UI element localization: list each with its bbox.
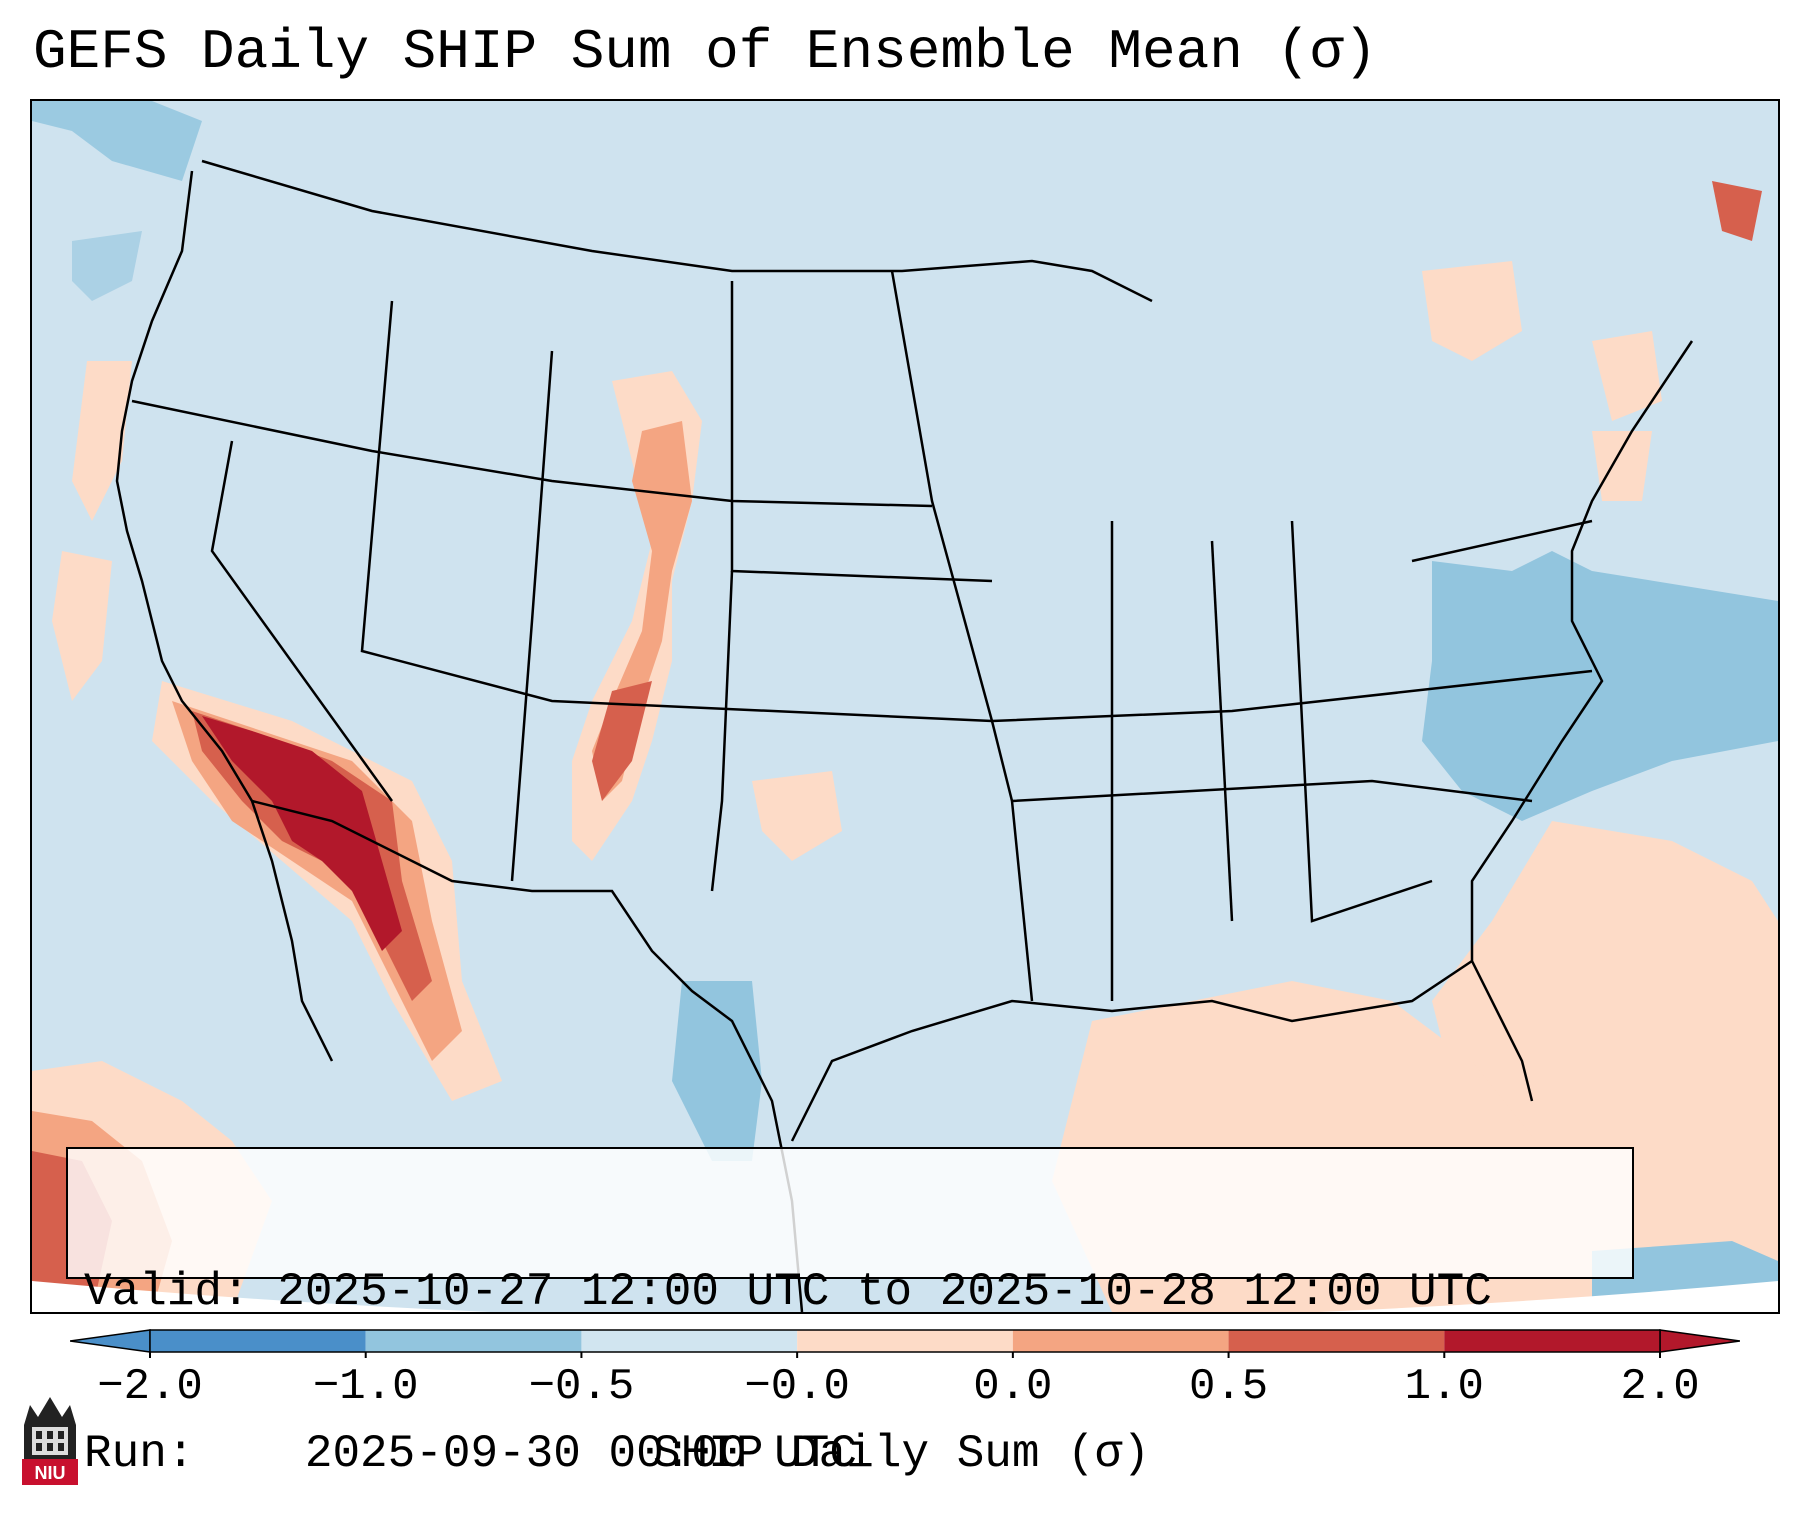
colorbar-tick-label: 1.0	[1404, 1362, 1484, 1412]
colorbar-tick-label: −1.0	[312, 1362, 419, 1412]
colorbar-bin	[797, 1330, 1013, 1352]
anomaly-blob	[32, 101, 202, 181]
colorbar-bin	[1012, 1330, 1229, 1352]
colorbar-tick-label: −0.5	[528, 1362, 635, 1412]
anomaly-blob	[672, 981, 762, 1161]
colorbar-tick-label: −2.0	[97, 1362, 203, 1412]
anomaly-blob	[752, 771, 842, 861]
colorbar-tick-label: −0.0	[744, 1362, 850, 1412]
anomaly-blob	[1432, 821, 1778, 1312]
colorbar	[70, 1329, 1740, 1358]
border-line	[131, 399, 933, 508]
anomaly-blob	[192, 711, 432, 1001]
colorbar-label: SHIP Daily Sum (σ)	[653, 1428, 1150, 1480]
border-line	[1290, 520, 1433, 923]
colorbar-bin	[1228, 1330, 1445, 1352]
border-line	[201, 159, 1153, 303]
anomaly-blob	[1592, 431, 1652, 501]
run-label: Run:	[84, 1428, 195, 1480]
projection-edge	[32, 1281, 1778, 1312]
coastline	[1470, 340, 1694, 1102]
anomaly-blob	[1712, 181, 1762, 241]
border-line	[1011, 779, 1533, 803]
colorbar-bin	[365, 1330, 582, 1352]
anomaly-blob	[202, 716, 402, 951]
border-line	[710, 570, 734, 892]
border-line	[991, 669, 1593, 723]
border-line	[890, 270, 1034, 1002]
map-panel	[30, 99, 1780, 1314]
border-line	[360, 300, 993, 723]
colorbar-extend-high	[1659, 1329, 1740, 1353]
coastline	[790, 959, 1473, 1142]
run-value: 2025-09-30 00:00 UTC	[304, 1428, 857, 1480]
anomaly-blob	[592, 681, 652, 801]
anomaly-blob	[52, 551, 112, 701]
border-line	[210, 440, 394, 802]
colorbar-bin	[1444, 1330, 1660, 1352]
anomaly-field	[32, 101, 1778, 1312]
border-line	[730, 281, 993, 583]
border-line	[1411, 519, 1593, 563]
valid-run-info-box: Valid: 2025-10-27 12:00 UTC to 2025-10-2…	[66, 1147, 1634, 1480]
border-line	[510, 350, 554, 882]
colorbar-bin	[581, 1330, 798, 1352]
niu-building-logo: NIU	[22, 1397, 78, 1485]
anomaly-blob	[72, 231, 142, 301]
border-line	[1210, 540, 1234, 922]
border-line	[251, 799, 804, 1312]
colorbar-bin	[150, 1330, 366, 1352]
state-borders	[115, 159, 1694, 1312]
colorbar-tick-label: 2.0	[1620, 1362, 1700, 1412]
colorbar-tick-label: 0.0	[973, 1362, 1053, 1412]
colorbar-tick-label: 0.5	[1188, 1362, 1269, 1412]
colorbar-outline	[149, 1329, 1661, 1353]
map-title: GEFS Daily SHIP Sum of Ensemble Mean (σ)	[33, 20, 1378, 84]
valid-value: 2025-10-27 12:00 UTC to 2025-10-28 12:00…	[277, 1266, 1492, 1318]
run-line: Run: 2025-09-30 00:00 UTC	[84, 1427, 1616, 1481]
colorbar-extend-low	[70, 1329, 151, 1353]
niu-logo-text: NIU	[35, 1463, 66, 1483]
anomaly-blob	[1592, 331, 1662, 421]
valid-line: Valid: 2025-10-27 12:00 UTC to 2025-10-2…	[84, 1265, 1616, 1319]
anomaly-blob	[72, 361, 132, 521]
coastline	[115, 170, 334, 1062]
valid-label: Valid:	[84, 1266, 250, 1318]
anomaly-blob	[1422, 261, 1522, 361]
map-canvas	[32, 101, 1778, 1312]
